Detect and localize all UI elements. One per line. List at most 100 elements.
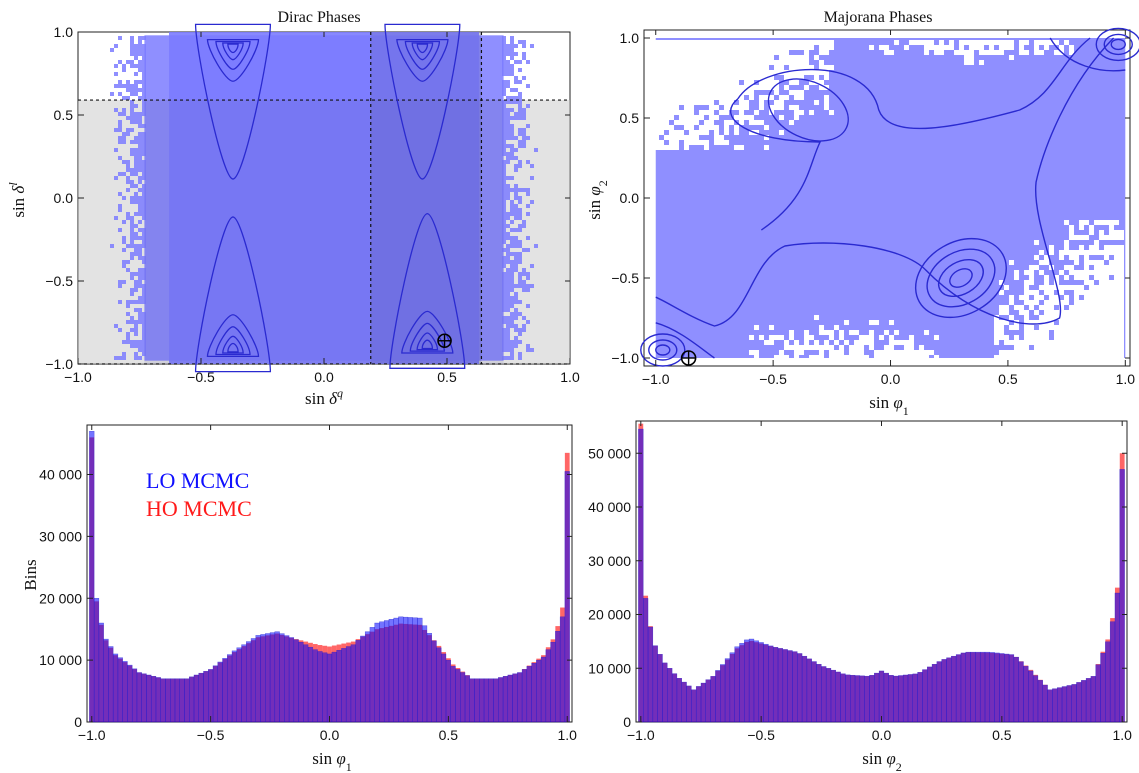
density-cell	[502, 336, 506, 340]
empty-cell	[1119, 325, 1124, 330]
empty-cell	[744, 60, 749, 65]
density-cell	[118, 192, 122, 196]
empty-cell	[1119, 245, 1124, 250]
empty-cell	[719, 100, 724, 105]
density-cell	[514, 284, 518, 288]
empty-cell	[754, 65, 759, 70]
density-cell	[502, 240, 506, 244]
density-cell	[502, 192, 506, 196]
empty-cell	[1054, 275, 1059, 280]
empty-cell	[664, 85, 669, 90]
empty-cell	[1029, 335, 1034, 340]
empty-cell	[1039, 260, 1044, 265]
empty-cell	[1059, 325, 1064, 330]
density-cell	[502, 236, 506, 240]
density-cell	[142, 200, 146, 204]
empty-cell	[1079, 235, 1084, 240]
empty-cell	[819, 355, 824, 360]
empty-cell	[1084, 305, 1089, 310]
density-cell	[514, 116, 518, 120]
empty-cell	[1079, 310, 1084, 315]
empty-cell	[1119, 320, 1124, 325]
empty-cell	[739, 115, 744, 120]
density-cell	[522, 144, 526, 148]
empty-cell	[1084, 320, 1089, 325]
histogram-phi1-y-tick-label: 30 000	[39, 528, 82, 544]
empty-cell	[829, 45, 834, 50]
empty-cell	[919, 345, 924, 350]
density-cell	[502, 256, 506, 260]
empty-cell	[879, 350, 884, 355]
contour-line	[227, 43, 239, 54]
empty-cell	[1099, 355, 1104, 360]
empty-cell	[1094, 290, 1099, 295]
density-cell	[130, 172, 134, 176]
density-cell	[142, 144, 146, 148]
empty-cell	[994, 340, 999, 345]
empty-cell	[1054, 315, 1059, 320]
histogram-phi1-bar-lo	[431, 640, 437, 723]
histogram-phi2-bar-lo	[951, 655, 957, 723]
empty-cell	[1019, 40, 1024, 45]
histogram-phi2-bar-lo	[643, 598, 649, 723]
empty-cell	[684, 55, 689, 60]
empty-cell	[1114, 230, 1119, 235]
empty-cell	[1094, 355, 1099, 360]
empty-cell	[659, 45, 664, 50]
empty-cell	[1109, 300, 1114, 305]
density-cell	[134, 164, 138, 168]
density-cell	[502, 288, 506, 292]
empty-cell	[969, 55, 974, 60]
empty-cell	[869, 330, 874, 335]
empty-cell	[779, 130, 784, 135]
empty-cell	[664, 55, 669, 60]
empty-cell	[1049, 285, 1054, 290]
empty-cell	[764, 65, 769, 70]
empty-cell	[1089, 320, 1094, 325]
histogram-phi2-bar-lo	[1095, 664, 1101, 723]
density-cell	[514, 156, 518, 160]
empty-cell	[954, 50, 959, 55]
density-cell	[118, 120, 122, 124]
empty-cell	[844, 340, 849, 345]
empty-cell	[919, 350, 924, 355]
density-cell	[142, 108, 146, 112]
empty-cell	[749, 115, 754, 120]
empty-cell	[1089, 350, 1094, 355]
histogram-phi2-bar-lo	[652, 645, 658, 723]
density-cell	[518, 40, 522, 44]
empty-cell	[1014, 270, 1019, 275]
empty-cell	[694, 85, 699, 90]
empty-cell	[1109, 345, 1114, 350]
empty-cell	[1064, 320, 1069, 325]
empty-cell	[1054, 350, 1059, 355]
density-cell	[514, 208, 518, 212]
contour-line	[396, 39, 449, 82]
density-cell	[506, 188, 510, 192]
density-cell	[526, 348, 530, 352]
empty-cell	[714, 70, 719, 75]
empty-cell	[764, 55, 769, 60]
empty-cell	[719, 75, 724, 80]
histogram-phi2-x-tick-label: 0.0	[872, 727, 892, 743]
density-cell	[514, 148, 518, 152]
density-cell	[526, 60, 530, 64]
empty-cell	[729, 75, 734, 80]
empty-cell	[869, 320, 874, 325]
empty-cell	[734, 45, 739, 50]
contour-line	[384, 23, 461, 180]
empty-cell	[749, 40, 754, 45]
empty-cell	[674, 95, 679, 100]
histogram-phi2-bar-lo	[854, 675, 861, 723]
empty-cell	[824, 340, 829, 345]
empty-cell	[689, 135, 694, 140]
empty-cell	[874, 320, 879, 325]
empty-cell	[714, 40, 719, 45]
empty-cell	[1079, 220, 1084, 225]
empty-cell	[704, 75, 709, 80]
empty-cell	[969, 40, 974, 45]
density-cell	[134, 148, 138, 152]
empty-cell	[759, 75, 764, 80]
empty-cell	[1079, 250, 1084, 255]
density-cell	[142, 256, 146, 260]
